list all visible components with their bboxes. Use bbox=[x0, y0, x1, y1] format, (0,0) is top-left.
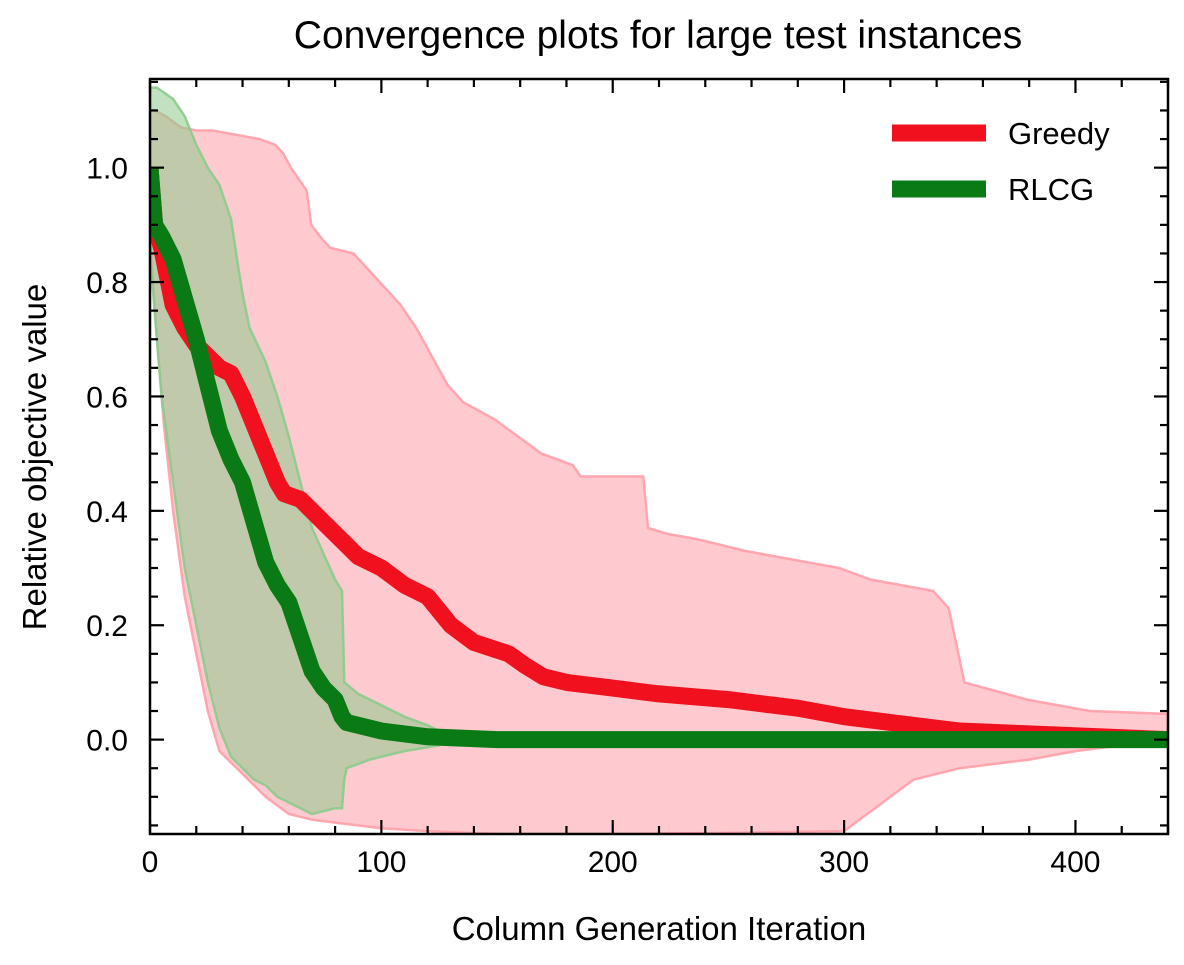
x-tick-label: 100 bbox=[356, 846, 406, 879]
band-greedy bbox=[150, 109, 1168, 834]
x-tick-label: 300 bbox=[819, 846, 869, 879]
x-tick-labels: 0 100 200 300 400 bbox=[142, 846, 1101, 879]
y-tick-label: 0.6 bbox=[86, 381, 128, 414]
confidence-bands bbox=[150, 86, 1168, 834]
y-tick-labels: 0.0 0.2 0.4 0.6 0.8 1.0 bbox=[86, 153, 128, 758]
x-axis-label: Column Generation Iteration bbox=[452, 910, 867, 947]
x-tick-label: 400 bbox=[1050, 846, 1100, 879]
line-rlcg bbox=[150, 167, 1168, 749]
x-tick-label: 200 bbox=[588, 846, 638, 879]
axis-ticks bbox=[148, 79, 1170, 834]
legend: Greedy RLCG bbox=[892, 116, 1110, 207]
y-tick-label: 0.8 bbox=[86, 267, 128, 300]
y-tick-label: 0.0 bbox=[86, 725, 128, 758]
y-tick-label: 0.4 bbox=[86, 496, 128, 529]
series-lines bbox=[150, 167, 1168, 749]
legend-label-rlcg: RLCG bbox=[1008, 172, 1094, 207]
x-tick-label: 0 bbox=[142, 846, 159, 879]
y-tick-label: 1.0 bbox=[86, 153, 128, 186]
legend-label-greedy: Greedy bbox=[1008, 116, 1110, 151]
y-axis-label: Relative objective value bbox=[16, 284, 53, 631]
chart-title: Convergence plots for large test instanc… bbox=[294, 14, 1022, 57]
y-tick-label: 0.2 bbox=[86, 610, 128, 643]
